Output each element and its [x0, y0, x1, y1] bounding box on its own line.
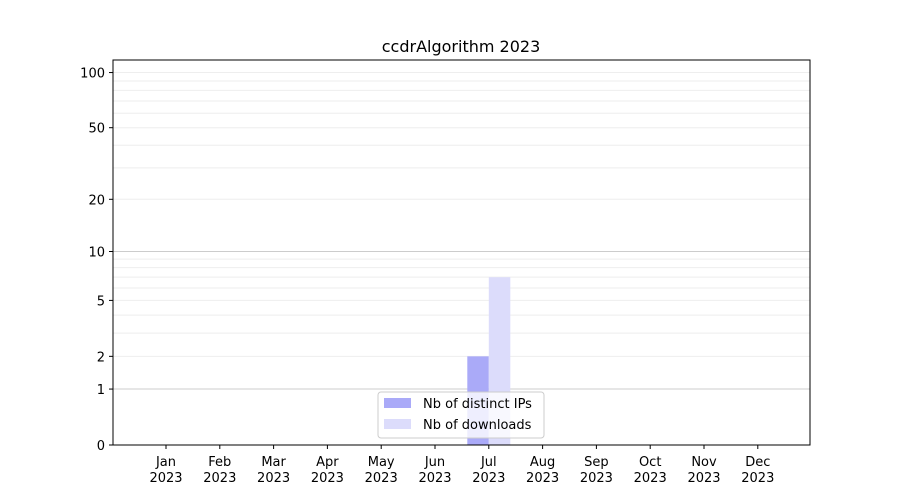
legend-box [377, 391, 545, 439]
y-axis: 0 1 2 5 10 20 50 100 [80, 67, 113, 454]
legend: Nb of distinct IPs Nb of downloads [377, 391, 545, 439]
y-tick-label: 5 [97, 294, 105, 309]
x-tick-label: Dec 2023 [741, 455, 774, 486]
x-tick-label: Jun 2023 [418, 455, 451, 486]
legend-swatch [384, 419, 411, 429]
legend-label: Nb of distinct IPs [423, 397, 532, 412]
y-tick-label: 50 [88, 122, 105, 137]
x-tick-label: Nov 2023 [687, 455, 720, 486]
x-tick-label: Jul 2023 [472, 455, 505, 486]
x-axis: Jan 2023 Feb 2023 Mar 2023 Apr 2023 May 2023 Jun 20… [149, 445, 774, 486]
legend-swatch [384, 398, 411, 408]
y-tick-label: 2 [97, 350, 105, 365]
x-tick-label: Apr 2023 [311, 455, 344, 486]
y-tick-label: 10 [88, 245, 105, 260]
plot-frame [112, 59, 811, 446]
y-tick-label: 1 [97, 383, 105, 398]
x-tick-label: Feb 2023 [203, 455, 236, 486]
x-tick-label: Mar 2023 [257, 455, 290, 486]
x-tick-label: Jan 2023 [149, 455, 182, 486]
x-tick-label: Oct 2023 [634, 455, 667, 486]
x-tick-label: Aug 2023 [526, 455, 559, 486]
legend-label: Nb of downloads [423, 418, 532, 433]
y-tick-label: 100 [80, 67, 105, 82]
chart-title: ccdrAlgorithm 2023 [382, 37, 541, 56]
x-tick-label: Sep 2023 [580, 455, 613, 486]
x-tick-label: May 2023 [365, 455, 398, 486]
y-tick-label: 20 [88, 193, 105, 208]
y-tick-label: 0 [97, 439, 105, 454]
grid [113, 72, 810, 390]
